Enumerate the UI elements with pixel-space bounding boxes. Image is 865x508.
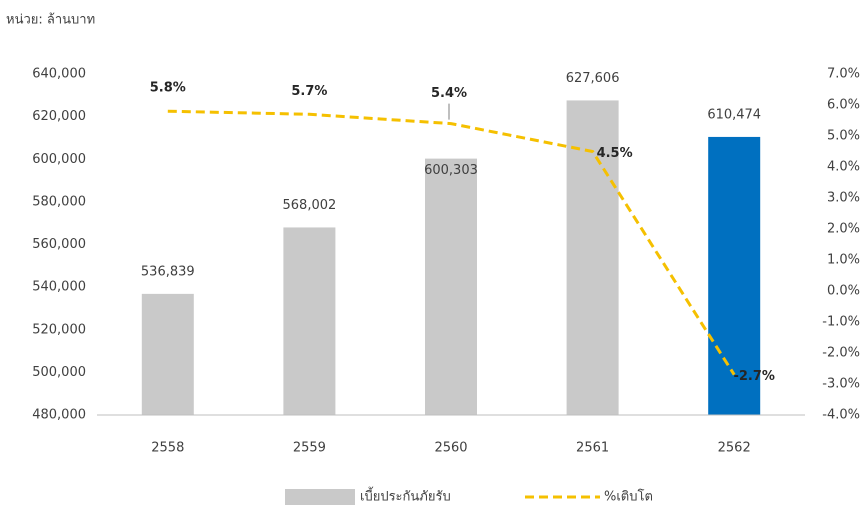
bar (141, 293, 194, 415)
y-tick-label: 540,000 (32, 280, 86, 295)
y2-tick-label: 3.0% (827, 191, 860, 206)
y-tick-label: 600,000 (32, 152, 86, 167)
y-tick-label: 620,000 (32, 109, 86, 124)
bar-value-label: 610,474 (707, 107, 761, 122)
legend-swatch (285, 489, 355, 505)
growth-line (167, 109, 736, 376)
legend-label: %เติบโต (604, 489, 653, 505)
y-tick-label: 640,000 (32, 67, 86, 82)
y2-tick-label: -4.0% (822, 408, 860, 423)
line-value-label: 5.8% (150, 81, 186, 96)
unit-label: หน่วย: ล้านบาท (6, 13, 95, 28)
x-tick-label: 2560 (434, 441, 467, 456)
y2-tick-label: 2.0% (827, 222, 860, 237)
line-value-label: -2.7% (733, 369, 774, 384)
bar-value-label: 627,606 (566, 71, 620, 86)
bar-value-label: 600,303 (424, 163, 478, 178)
y2-tick-label: 4.0% (827, 160, 860, 175)
x-tick-label: 2559 (293, 441, 326, 456)
y-tick-label: 520,000 (32, 322, 86, 337)
x-tick-label: 2561 (576, 441, 609, 456)
x-tick-label: 2562 (718, 441, 751, 456)
y2-tick-label: 6.0% (827, 98, 860, 113)
line-value-label: 5.4% (431, 86, 467, 101)
y2-tick-label: 7.0% (827, 67, 860, 82)
bar-value-label: 536,839 (141, 264, 195, 279)
bar (708, 136, 761, 415)
bar-value-label: 568,002 (283, 198, 337, 213)
y2-tick-label: 5.0% (827, 129, 860, 144)
x-tick-label: 2558 (151, 441, 184, 456)
bar (283, 227, 336, 415)
y-tick-label: 500,000 (32, 365, 86, 380)
line-value-label: 5.7% (291, 84, 327, 99)
y-tick-label: 580,000 (32, 194, 86, 209)
y2-tick-label: -3.0% (822, 377, 860, 392)
legend-label: เบี้ยประกันภัยรับ (360, 487, 451, 505)
y2-tick-label: 1.0% (827, 253, 860, 268)
y-tick-label: 560,000 (32, 237, 86, 252)
y2-tick-label: -1.0% (822, 315, 860, 330)
line-value-label: 4.5% (597, 146, 633, 161)
y2-tick-label: 0.0% (827, 284, 860, 299)
bar (425, 158, 477, 415)
y-tick-label: 480,000 (32, 408, 86, 423)
y2-tick-label: -2.0% (822, 346, 860, 361)
